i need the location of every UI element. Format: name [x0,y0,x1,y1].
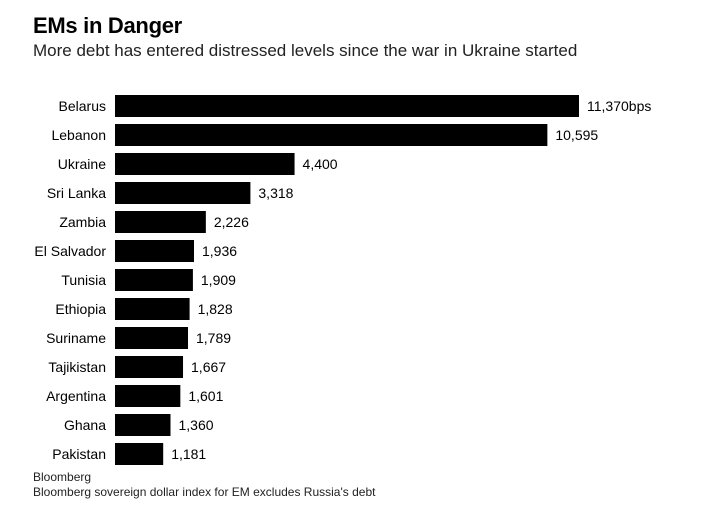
value-label-ukraine: 4,400 [303,156,338,172]
source-line-1: Bloomberg [33,470,92,484]
category-label-lebanon: Lebanon [51,127,106,143]
category-label-belarus: Belarus [59,98,106,114]
category-label-suriname: Suriname [46,330,106,346]
chart-subtitle: More debt has entered distressed levels … [33,41,578,60]
category-label-el-salvador: El Salvador [34,243,106,259]
category-label-sri-lanka: Sri Lanka [47,185,106,201]
bar-ethiopia [115,298,190,320]
bar-lebanon [115,124,548,146]
category-label-tunisia: Tunisia [61,272,106,288]
bar-ghana [115,414,171,436]
category-label-tajikistan: Tajikistan [48,359,106,375]
value-label-zambia: 2,226 [214,214,249,230]
value-label-ethiopia: 1,828 [198,301,233,317]
bar-belarus [115,95,579,117]
bar-pakistan [115,443,164,465]
source-line-2: Bloomberg sovereign dollar index for EM … [33,485,376,499]
bar-tunisia [115,269,193,291]
value-label-argentina: 1,601 [188,388,223,404]
value-label-sri-lanka: 3,318 [258,185,293,201]
value-label-suriname: 1,789 [196,330,231,346]
bar-tajikistan [115,356,184,378]
value-label-pakistan: 1,181 [171,446,206,462]
value-label-ghana: 1,360 [179,417,214,433]
bar-el-salvador [115,240,195,262]
category-label-argentina: Argentina [46,388,106,404]
bar-zambia [115,211,206,233]
value-label-tajikistan: 1,667 [191,359,226,375]
bar-ukraine [115,153,295,175]
value-label-el-salvador: 1,936 [202,243,237,259]
category-label-ghana: Ghana [64,417,106,433]
value-label-belarus: 11,370bps [587,98,651,114]
bar-sri-lanka [115,182,251,204]
value-label-tunisia: 1,909 [201,272,236,288]
bar-argentina [115,385,181,407]
category-label-pakistan: Pakistan [52,446,106,462]
category-label-ukraine: Ukraine [58,156,106,172]
chart-title: EMs in Danger [33,13,182,38]
bar-suriname [115,327,189,349]
category-label-ethiopia: Ethiopia [55,301,106,317]
source-note: Bloomberg Bloomberg sovereign dollar ind… [33,470,375,500]
category-label-zambia: Zambia [59,214,106,230]
value-label-lebanon: 10,595 [555,127,598,143]
